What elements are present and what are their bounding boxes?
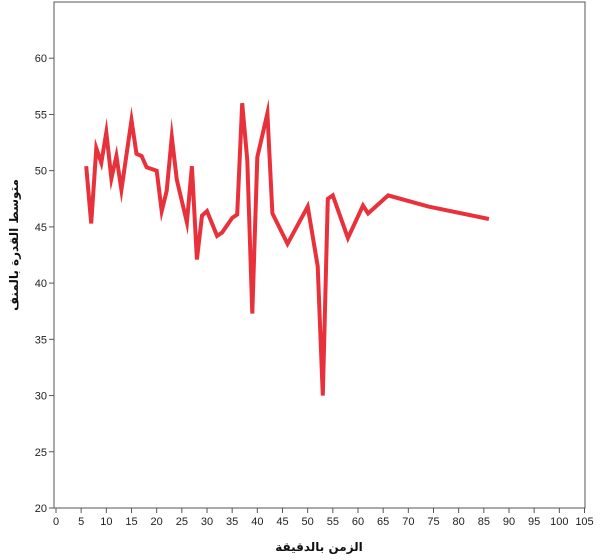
x-tick-label: 105 [575, 516, 593, 528]
x-tick-label: 45 [276, 516, 288, 528]
x-tick-label: 0 [53, 516, 59, 528]
y-tick-label: 35 [35, 334, 47, 346]
y-tick-label: 20 [35, 503, 47, 515]
x-tick-label: 10 [100, 516, 112, 528]
x-tick-label: 75 [427, 516, 439, 528]
y-axis-title: متوسط القدرة بالمنف [7, 179, 22, 311]
y-tick-label: 55 [35, 109, 47, 121]
x-tick-label: 85 [478, 516, 490, 528]
x-axis-title: الزمن بالدقيقة [275, 540, 363, 554]
x-tick-label: 15 [125, 516, 137, 528]
x-tick-label: 35 [226, 516, 238, 528]
x-tick-label: 55 [327, 516, 339, 528]
x-tick-label: 50 [302, 516, 314, 528]
series-layer [84, 98, 490, 396]
y-tick-label: 30 [35, 391, 47, 403]
x-tick-label: 5 [78, 516, 84, 528]
y-axis: 20 25 30 35 40 45 50 55 60 [35, 53, 54, 515]
y-tick-label: 40 [35, 278, 47, 290]
x-axis: 0 5 10 15 20 25 30 35 40 45 50 55 60 65 70 75 80 85 90 95 10… [53, 508, 594, 528]
x-tick-label: 30 [201, 516, 213, 528]
y-tick-label: 25 [35, 447, 47, 459]
x-tick-label: 40 [251, 516, 263, 528]
x-tick-label: 70 [402, 516, 414, 528]
y-tick-label: 60 [35, 53, 47, 65]
x-tick-label: 100 [550, 516, 568, 528]
y-tick-label: 50 [35, 166, 47, 178]
x-tick-label: 25 [176, 516, 188, 528]
x-tick-label: 95 [528, 516, 540, 528]
series-line-1 [84, 98, 490, 396]
plot-frame [53, 1, 586, 509]
y-tick-label: 45 [35, 222, 47, 234]
x-tick-label: 80 [453, 516, 465, 528]
x-tick-label: 65 [377, 516, 389, 528]
x-tick-label: 20 [151, 516, 163, 528]
x-tick-label: 90 [503, 516, 515, 528]
x-tick-label: 60 [352, 516, 364, 528]
